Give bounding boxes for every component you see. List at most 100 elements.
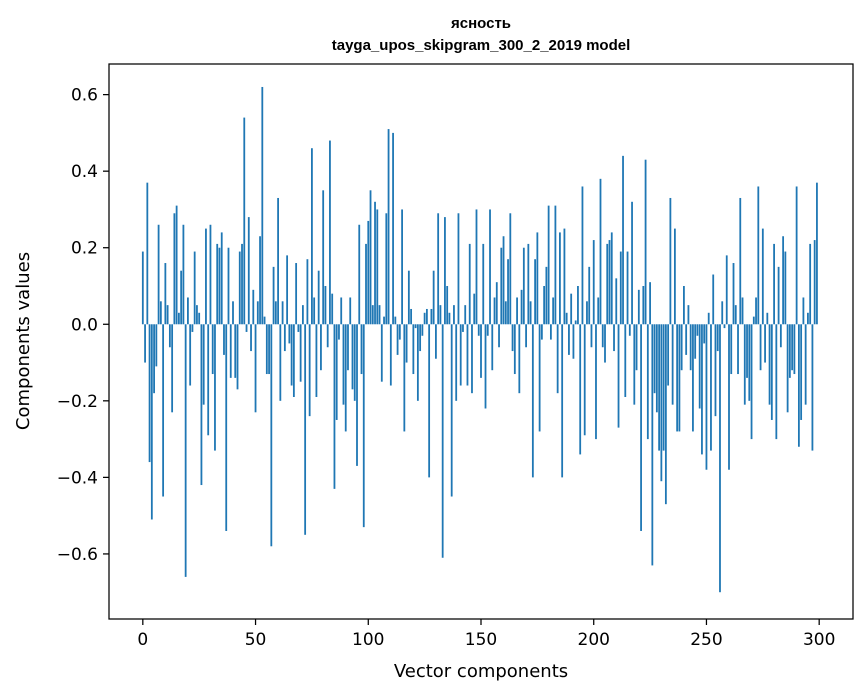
y-axis-ticks: −0.6 −0.4 −0.2 0.0 0.2 0.4 0.6 [57,86,109,565]
y-tick-label: −0.4 [57,468,98,488]
bar-component-188 [565,312,568,325]
bar-component-229 [658,324,661,451]
bar-component-267 [743,324,746,405]
bar-component-155 [491,324,494,371]
bar-component-148 [475,209,478,325]
x-tick-label: 100 [352,630,384,650]
bar-component-62 [281,301,284,325]
bar-component-82 [326,324,329,348]
bar-component-53 [261,86,264,325]
bar-component-221 [640,324,642,531]
bar-component-140 [457,213,460,325]
bar-component-244 [692,324,694,432]
bar-component-292 [800,324,803,420]
bar-component-11 [166,305,169,325]
bar-component-47 [247,217,250,325]
bar-component-266 [741,297,744,325]
bar-component-271 [752,316,755,325]
bar-component-209 [613,324,615,352]
bar-component-101 [369,190,372,325]
bar-component-178 [543,286,546,325]
bar-component-16 [177,312,180,325]
bar-component-264 [737,324,739,375]
bar-component-128 [430,308,433,325]
bar-component-45 [243,117,246,325]
bar-component-206 [606,243,609,325]
bar-component-68 [295,263,298,325]
bar-component-72 [304,324,307,535]
bar-component-172 [529,301,532,325]
bar-component-5 [153,324,155,394]
bar-component-18 [182,224,185,325]
bar-component-150 [480,324,482,378]
bar-component-257 [721,301,724,325]
bar-component-222 [642,286,645,325]
bar-component-191 [572,324,575,359]
bar-component-74 [308,324,311,417]
bar-component-152 [484,324,487,409]
bar-component-79 [320,324,322,371]
bar-component-205 [604,324,606,363]
bar-component-288 [791,324,794,371]
bar-component-78 [317,270,320,325]
bar-component-192 [574,320,577,325]
bar-component-163 [509,213,512,325]
bar-component-201 [595,324,597,440]
bar-component-135 [446,286,449,325]
bar-component-237 [676,324,679,432]
bar-component-146 [471,324,473,394]
bar-component-176 [538,324,541,432]
bar-component-151 [482,243,485,325]
bar-component-129 [432,270,435,325]
bar-component-102 [371,305,374,325]
bar-component-83 [329,140,331,325]
bar-component-166 [516,297,518,325]
bar-component-106 [380,324,383,382]
bar-component-249 [703,324,706,344]
bar-component-114 [398,324,401,340]
bar-component-33 [216,243,219,325]
bar-component-138 [453,305,455,325]
bar-component-98 [362,324,365,528]
bar-component-294 [804,324,807,405]
bar-component-277 [766,312,769,325]
y-tick-label: 0.2 [71,239,98,259]
x-tick-label: 0 [137,630,148,650]
bar-component-46 [245,324,248,332]
bar-component-25 [198,312,201,325]
bar-component-38 [227,247,230,325]
bar-component-227 [653,324,656,394]
bar-component-145 [468,243,471,325]
bar-component-57 [270,324,273,547]
bar-component-207 [608,240,611,325]
bar-component-89 [342,324,345,405]
bar-component-290 [795,186,798,325]
bar-component-298 [813,240,816,325]
bar-component-84 [331,293,334,325]
bar-component-130 [435,324,437,359]
y-axis-label: Components values [13,252,34,430]
bar-component-19 [184,324,187,577]
bar-component-42 [236,324,239,390]
bar-component-56 [268,324,270,375]
bar-component-291 [797,324,800,447]
bar-component-48 [250,324,252,352]
bar-component-90 [344,324,347,432]
bar-component-236 [673,228,676,325]
bar-component-228 [655,324,658,413]
bar-component-58 [272,266,275,325]
bar-component-93 [351,324,354,390]
bar-component-297 [811,324,814,451]
bar-component-170 [525,324,527,348]
bar-component-246 [696,324,699,336]
bar-component-231 [662,324,665,451]
x-axis-ticks: 0 50 100 150 200 250 300 [137,619,835,650]
bar-component-260 [728,324,730,470]
bar-component-204 [601,324,604,348]
bar-component-182 [552,297,555,325]
bar-component-269 [748,324,751,401]
bar-component-87 [338,324,340,340]
bar-component-276 [764,324,766,363]
bar-component-167 [518,324,521,394]
